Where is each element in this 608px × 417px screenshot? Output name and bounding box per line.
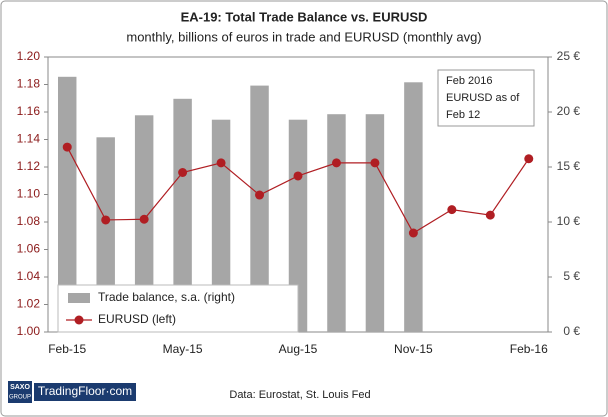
y2-tick-label: 0 € — [563, 324, 580, 338]
bar — [211, 119, 231, 332]
annotation-text: EURUSD as of — [446, 92, 520, 104]
y-tick-label: 1.06 — [17, 242, 41, 256]
y2-tick-label: 15 € — [557, 159, 581, 173]
y-tick-label: 1.00 — [17, 324, 41, 338]
brand-box — [34, 383, 136, 401]
y-tick-label: 1.18 — [17, 77, 41, 91]
marker — [485, 210, 495, 220]
x-tick-label: Aug-15 — [279, 342, 318, 356]
legend-box — [57, 284, 299, 333]
annotation-text: Feb 12 — [446, 109, 480, 121]
y2-tick-label: 5 € — [563, 269, 580, 283]
bar — [96, 137, 115, 332]
chart-subtitle: monthly, billions of euros in trade and … — [126, 29, 481, 44]
y2-tick-label: 10 € — [557, 214, 581, 228]
logo-bottom: GROUP — [9, 395, 31, 401]
x-tick-label: Nov-15 — [394, 342, 433, 356]
y2-tick-label: 25 € — [557, 49, 581, 63]
y2-tick-label: 20 € — [557, 104, 581, 118]
logo-box — [8, 381, 32, 403]
marker — [101, 215, 111, 225]
marker — [293, 171, 303, 181]
bar — [327, 114, 346, 332]
x-tick-label: Feb-16 — [510, 342, 548, 356]
marker — [447, 205, 457, 215]
bar — [365, 114, 385, 332]
chart-title: EA-19: Total Trade Balance vs. EURUSD — [181, 9, 428, 24]
bar — [404, 82, 423, 332]
x-tick-label: Feb-15 — [48, 342, 86, 356]
y-tick-label: 1.12 — [17, 159, 41, 173]
brand: TradingFloor·com — [38, 384, 132, 398]
marker — [178, 168, 188, 177]
annotation-text: Feb 2016 — [446, 75, 492, 87]
y-tick-label: 1.08 — [17, 214, 41, 228]
marker — [408, 228, 418, 238]
annotation-box — [437, 69, 535, 127]
marker — [370, 158, 380, 168]
marker — [331, 158, 341, 168]
marker — [62, 142, 72, 152]
y-tick-label: 1.10 — [17, 187, 41, 201]
y-tick-label: 1.04 — [17, 269, 41, 283]
x-tick-label: May-15 — [163, 342, 203, 356]
legend-swatch — [68, 293, 90, 303]
y-tick-label: 1.14 — [17, 132, 41, 146]
bar — [288, 119, 308, 332]
legend-label: EURUSD (left) — [98, 312, 176, 326]
marker — [255, 190, 265, 200]
y-tick-label: 1.16 — [17, 104, 41, 118]
bar — [173, 98, 192, 332]
y-tick-label: 1.02 — [17, 297, 41, 311]
marker — [139, 214, 149, 224]
marker — [216, 158, 226, 168]
bar — [58, 76, 77, 332]
marker — [524, 154, 534, 164]
source: Data: Eurostat, St. Louis Fed — [229, 389, 370, 401]
logo-top: SAXO — [10, 384, 30, 391]
bar — [250, 85, 269, 332]
legend-marker — [74, 315, 84, 325]
y-tick-label: 1.20 — [17, 49, 41, 63]
legend-label: Trade balance, s.a. (right) — [98, 290, 235, 304]
